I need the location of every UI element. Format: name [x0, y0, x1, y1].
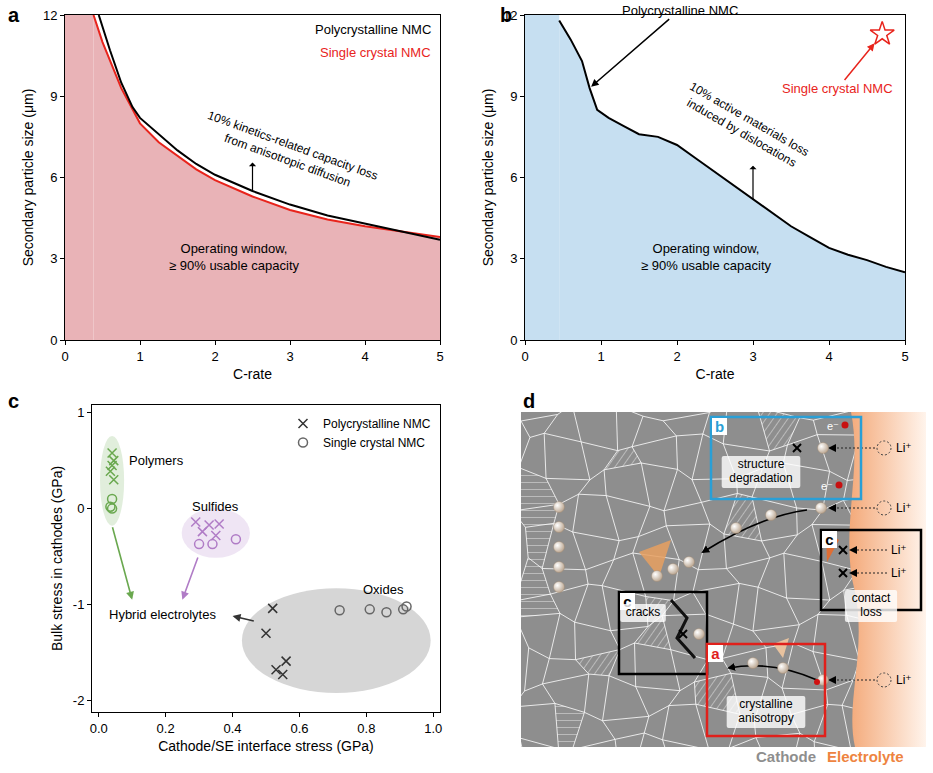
svg-text:10% active materials lossinduc: 10% active materials lossinduced by disl…: [679, 79, 811, 172]
svg-text:Single crystal NMC: Single crystal NMC: [320, 45, 431, 60]
svg-text:Electrolyte: Electrolyte: [827, 748, 904, 765]
svg-text:structure: structure: [738, 457, 785, 471]
svg-text:9: 9: [50, 89, 57, 104]
svg-text:Secondary particle size (μm): Secondary particle size (μm): [20, 89, 36, 267]
svg-text:C-rate: C-rate: [233, 366, 272, 382]
svg-text:4: 4: [361, 349, 368, 364]
svg-text:Single crystal NMC: Single crystal NMC: [323, 436, 425, 450]
svg-text:2: 2: [673, 349, 680, 364]
svg-text:-1: -1: [73, 597, 85, 612]
svg-text:degradation: degradation: [729, 471, 792, 485]
svg-text:Polymers: Polymers: [129, 453, 184, 468]
svg-text:Cathode/SE interface stress (G: Cathode/SE interface stress (GPa): [158, 738, 374, 754]
svg-text:Sulfides: Sulfides: [192, 499, 239, 514]
svg-text:b: b: [715, 418, 724, 435]
svg-text:Polycrystalline NMC: Polycrystalline NMC: [315, 22, 431, 37]
svg-text:Li⁺: Li⁺: [896, 441, 912, 455]
svg-text:Hybrid electrolytes: Hybrid electrolytes: [109, 607, 216, 622]
svg-text:anisotropy: anisotropy: [738, 711, 793, 725]
svg-text:contact: contact: [852, 591, 891, 605]
svg-text:12: 12: [503, 8, 517, 23]
svg-text:0.8: 0.8: [357, 721, 375, 736]
svg-text:loss: loss: [860, 605, 881, 619]
svg-text:4: 4: [825, 349, 832, 364]
svg-text:c: c: [825, 531, 833, 548]
svg-text:Li⁺: Li⁺: [896, 673, 912, 687]
svg-text:Polycrystalline NMC: Polycrystalline NMC: [622, 3, 738, 18]
svg-text:12: 12: [43, 8, 57, 23]
svg-text:9: 9: [510, 89, 517, 104]
svg-text:c: c: [623, 593, 632, 610]
svg-text:cracks: cracks: [626, 605, 661, 619]
svg-text:2: 2: [211, 349, 218, 364]
svg-text:Operating window,≥ 90% usable: Operating window,≥ 90% usable capacity: [169, 241, 299, 273]
svg-text:1: 1: [77, 405, 84, 420]
svg-text:Secondary particle size (μm): Secondary particle size (μm): [480, 89, 496, 267]
svg-text:Li⁺: Li⁺: [891, 566, 907, 580]
svg-text:C-rate: C-rate: [696, 366, 735, 382]
svg-text:Polycrystalline NMC: Polycrystalline NMC: [323, 417, 431, 431]
svg-text:a: a: [8, 4, 20, 26]
svg-text:e⁻: e⁻: [827, 420, 839, 432]
svg-text:3: 3: [510, 251, 517, 266]
svg-text:0: 0: [50, 333, 57, 348]
svg-text:Operating window,≥ 90% usable: Operating window,≥ 90% usable capacity: [641, 241, 771, 273]
svg-text:d: d: [523, 390, 535, 412]
svg-text:6: 6: [510, 170, 517, 185]
svg-text:Bulk stress in cathodes (GPa): Bulk stress in cathodes (GPa): [49, 466, 65, 651]
svg-text:Oxides: Oxides: [363, 582, 404, 597]
svg-text:Li⁺: Li⁺: [896, 501, 912, 515]
svg-text:5: 5: [436, 349, 443, 364]
svg-text:10% kinetics-related capacity: 10% kinetics-related capacity lossfrom a…: [200, 108, 379, 197]
svg-text:Li⁺: Li⁺: [891, 543, 907, 557]
svg-text:0.6: 0.6: [290, 721, 308, 736]
svg-text:0: 0: [521, 349, 528, 364]
svg-text:1: 1: [136, 349, 143, 364]
svg-text:0: 0: [510, 333, 517, 348]
svg-text:c: c: [8, 390, 19, 412]
svg-text:6: 6: [50, 170, 57, 185]
svg-text:0: 0: [61, 349, 68, 364]
svg-text:1.0: 1.0: [424, 721, 442, 736]
svg-text:-2: -2: [73, 693, 85, 708]
svg-text:Single crystal NMC: Single crystal NMC: [782, 81, 893, 96]
svg-text:crystalline: crystalline: [739, 697, 793, 711]
svg-text:0.2: 0.2: [157, 721, 175, 736]
svg-text:5: 5: [901, 349, 908, 364]
svg-text:0.4: 0.4: [224, 721, 242, 736]
svg-text:a: a: [711, 645, 720, 662]
svg-text:Cathode: Cathode: [756, 748, 816, 765]
svg-text:b: b: [500, 4, 512, 26]
svg-text:3: 3: [50, 251, 57, 266]
svg-text:0: 0: [77, 501, 84, 516]
svg-text:1: 1: [597, 349, 604, 364]
svg-text:3: 3: [286, 349, 293, 364]
svg-text:3: 3: [749, 349, 756, 364]
svg-text:e⁻: e⁻: [821, 480, 833, 492]
svg-text:0.0: 0.0: [90, 721, 108, 736]
